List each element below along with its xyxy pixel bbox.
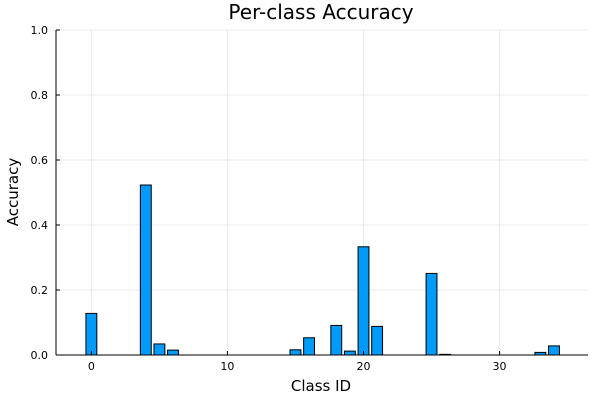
bars <box>85 184 560 356</box>
bar-class-20 <box>357 246 370 356</box>
bar-class-19 <box>343 350 356 356</box>
y-axis-label: Accuracy <box>4 158 22 227</box>
x-tick-label: 0 <box>88 360 95 373</box>
y-tick-label: 0.4 <box>31 219 49 232</box>
bar-class-0 <box>85 312 98 356</box>
bar-class-5 <box>153 343 166 356</box>
x-tick-label: 20 <box>356 360 370 373</box>
y-axis-ticks: 0.0 0.2 0.4 0.6 0.8 1.0 <box>31 24 60 362</box>
chart-title: Per-class Accuracy <box>228 0 413 24</box>
x-tick-label: 30 <box>493 360 507 373</box>
x-axis-label: Class ID <box>291 377 351 395</box>
bar-class-6 <box>167 349 179 356</box>
axes-frame <box>55 30 588 356</box>
bar-class-34 <box>548 345 560 356</box>
bar-class-25 <box>425 272 438 356</box>
bar-class-15 <box>289 349 302 356</box>
grid-lines <box>56 29 588 356</box>
x-tick-label: 10 <box>220 360 234 373</box>
bar-class-21 <box>371 325 384 356</box>
y-tick-label: 0.0 <box>31 349 49 362</box>
bar-class-4 <box>139 184 152 356</box>
bar-class-16 <box>303 337 316 356</box>
x-axis-ticks: 0 10 20 30 <box>88 351 507 373</box>
y-tick-label: 1.0 <box>31 24 49 37</box>
y-tick-label: 0.6 <box>31 154 49 167</box>
y-tick-label: 0.8 <box>31 89 49 102</box>
bar-class-18 <box>330 324 343 356</box>
y-tick-label: 0.2 <box>31 284 49 297</box>
